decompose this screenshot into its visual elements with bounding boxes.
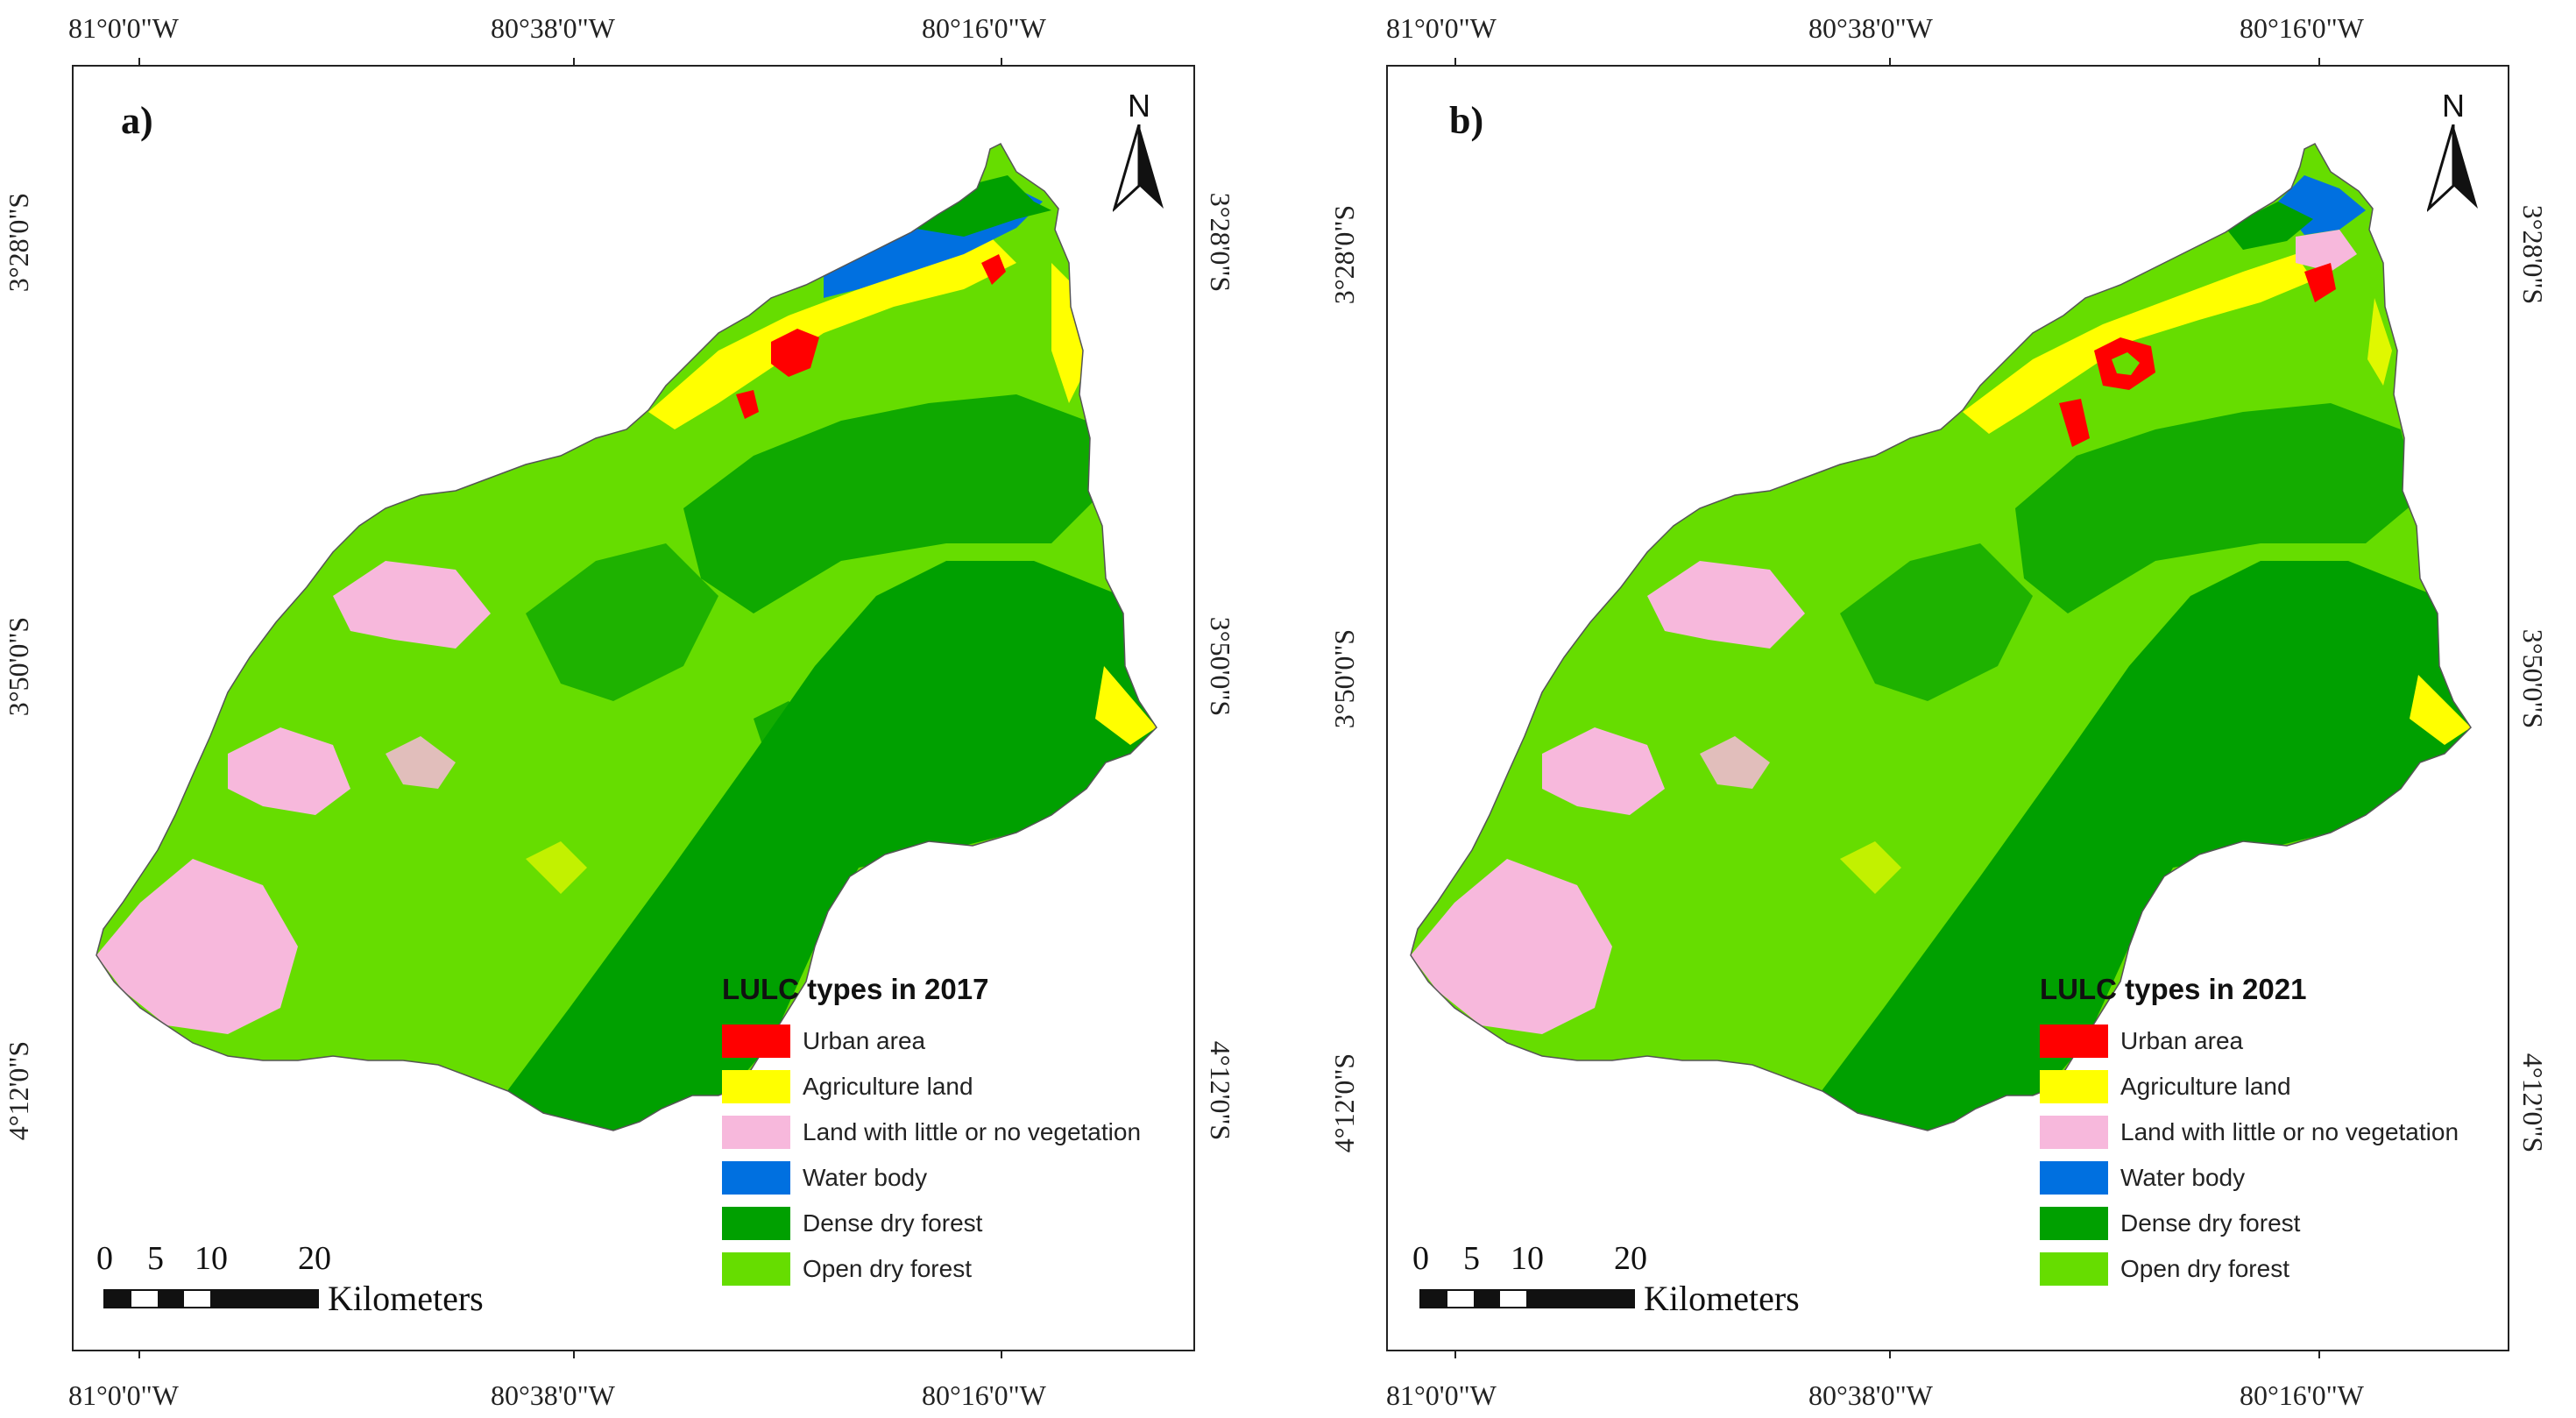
dense-forest-region — [1805, 561, 2471, 1131]
legend-swatch — [722, 1161, 790, 1195]
scale-tick: 20 — [298, 1240, 331, 1277]
top-longitude-label: 80°38'0"W — [1808, 12, 1933, 44]
legend: LULC types in 2017 Urban area Agricultur… — [722, 973, 1141, 1292]
bottom-longitude-label: 80°38'0"W — [491, 1379, 615, 1411]
scale-tick: 20 — [1614, 1240, 1647, 1277]
legend-swatch — [2040, 1252, 2108, 1286]
scale-bar: 0 5 10 20 Kilometers — [96, 1239, 484, 1319]
legend-label: Open dry forest — [803, 1255, 972, 1282]
scale-tick: 0 — [1412, 1240, 1429, 1277]
dense-forest-region — [491, 561, 1157, 1131]
legend-title: LULC types in 2017 — [722, 973, 989, 1005]
legend-item-water: Water body — [2040, 1155, 2459, 1201]
map-panel-2021: 81°0'0"W 80°38'0"W 80°16'0"W 81°0'0"W 80… — [1288, 0, 2576, 1418]
top-longitude-label: 80°38'0"W — [491, 12, 615, 44]
legend-item-agriculture: Agriculture land — [2040, 1064, 2459, 1110]
scale-unit: Kilometers — [1644, 1279, 1800, 1318]
legend-swatch — [722, 1070, 790, 1103]
bare-land-region — [1411, 859, 1612, 1034]
legend-swatch — [2040, 1070, 2108, 1103]
north-arrow: N — [1112, 88, 1165, 216]
legend-label: Dense dry forest — [2120, 1209, 2301, 1237]
bottom-longitude-label: 81°0'0"W — [68, 1379, 179, 1411]
legend-item-bare-land: Land with little or no vegetation — [722, 1110, 1141, 1155]
panel-label: b) — [1449, 99, 1484, 142]
legend-swatch — [722, 1116, 790, 1149]
legend-label: Dense dry forest — [803, 1209, 983, 1237]
legend-label: Land with little or no vegetation — [2120, 1118, 2459, 1145]
bottom-longitude-label: 81°0'0"W — [1386, 1379, 1497, 1411]
scale-unit: Kilometers — [328, 1279, 484, 1318]
scale-bar: 0 5 10 20 Kilometers — [1412, 1239, 1800, 1319]
top-longitude-label: 80°16'0"W — [2240, 12, 2364, 44]
legend-label: Urban area — [803, 1027, 926, 1054]
legend-item-open-forest: Open dry forest — [722, 1246, 1141, 1292]
legend-label: Open dry forest — [2120, 1255, 2289, 1282]
legend-item-urban: Urban area — [722, 1018, 1141, 1064]
map-panel-2017: 81°0'0"W 80°38'0"W 80°16'0"W 81°0'0"W 80… — [3, 12, 1236, 1411]
legend-swatch — [2040, 1161, 2108, 1195]
agriculture-region — [648, 237, 1016, 429]
legend-label: Agriculture land — [803, 1073, 973, 1100]
legend-swatch — [2040, 1025, 2108, 1058]
legend-label: Land with little or no vegetation — [803, 1118, 1142, 1145]
scale-tick: 10 — [195, 1240, 228, 1277]
agriculture-region — [1963, 254, 2313, 434]
top-longitude-label: 81°0'0"W — [68, 12, 179, 44]
legend-swatch — [722, 1025, 790, 1058]
legend-item-water: Water body — [722, 1155, 1141, 1201]
legend-label: Agriculture land — [2120, 1073, 2291, 1100]
bottom-longitude-label: 80°38'0"W — [1808, 1379, 1933, 1411]
scale-bar-ticks: 0 5 10 20 — [1412, 1239, 1647, 1278]
legend-swatch — [2040, 1207, 2108, 1240]
scale-tick: 5 — [147, 1240, 164, 1277]
scale-tick: 10 — [1511, 1240, 1544, 1277]
legend-item-bare-land: Land with little or no vegetation — [2040, 1110, 2459, 1155]
scale-bar-graphic — [103, 1288, 319, 1308]
north-arrow: N — [2426, 88, 2480, 216]
legend: LULC types in 2021 Urban area Agricultur… — [2040, 973, 2459, 1292]
legend-swatch — [722, 1252, 790, 1286]
bare-land-region — [96, 859, 298, 1034]
legend-item-dense-forest: Dense dry forest — [2040, 1201, 2459, 1246]
legend-item-open-forest: Open dry forest — [2040, 1246, 2459, 1292]
bottom-longitude-label: 80°16'0"W — [922, 1379, 1046, 1411]
urban-region — [771, 329, 819, 377]
legend-label: Water body — [2120, 1164, 2246, 1191]
lulc-map-2017 — [96, 143, 1157, 1131]
legend-item-urban: Urban area — [2040, 1018, 2459, 1064]
scale-tick: 5 — [1463, 1240, 1480, 1277]
scale-tick: 0 — [96, 1240, 113, 1277]
map-frame — [1386, 65, 2509, 1351]
panel-label: a) — [121, 99, 153, 142]
north-letter: N — [2442, 88, 2465, 124]
scale-bar-ticks: 0 5 10 20 — [96, 1239, 331, 1278]
north-letter: N — [1128, 88, 1150, 124]
top-longitude-label: 80°16'0"W — [922, 12, 1046, 44]
lulc-map-2021 — [1410, 143, 2472, 1131]
legend-swatch — [722, 1207, 790, 1240]
legend-item-dense-forest: Dense dry forest — [722, 1201, 1141, 1246]
legend-title: LULC types in 2021 — [2040, 973, 2307, 1005]
legend-label: Urban area — [2120, 1027, 2244, 1054]
north-arrow-icon — [1112, 124, 1164, 213]
bottom-longitude-label: 80°16'0"W — [2240, 1379, 2364, 1411]
scale-bar-graphic — [1419, 1288, 1635, 1308]
legend-item-agriculture: Agriculture land — [722, 1064, 1141, 1110]
north-arrow-icon — [2426, 124, 2478, 213]
top-longitude-label: 81°0'0"W — [1386, 12, 1497, 44]
legend-swatch — [2040, 1116, 2108, 1149]
map-frame — [72, 65, 1195, 1351]
legend-label: Water body — [803, 1164, 928, 1191]
